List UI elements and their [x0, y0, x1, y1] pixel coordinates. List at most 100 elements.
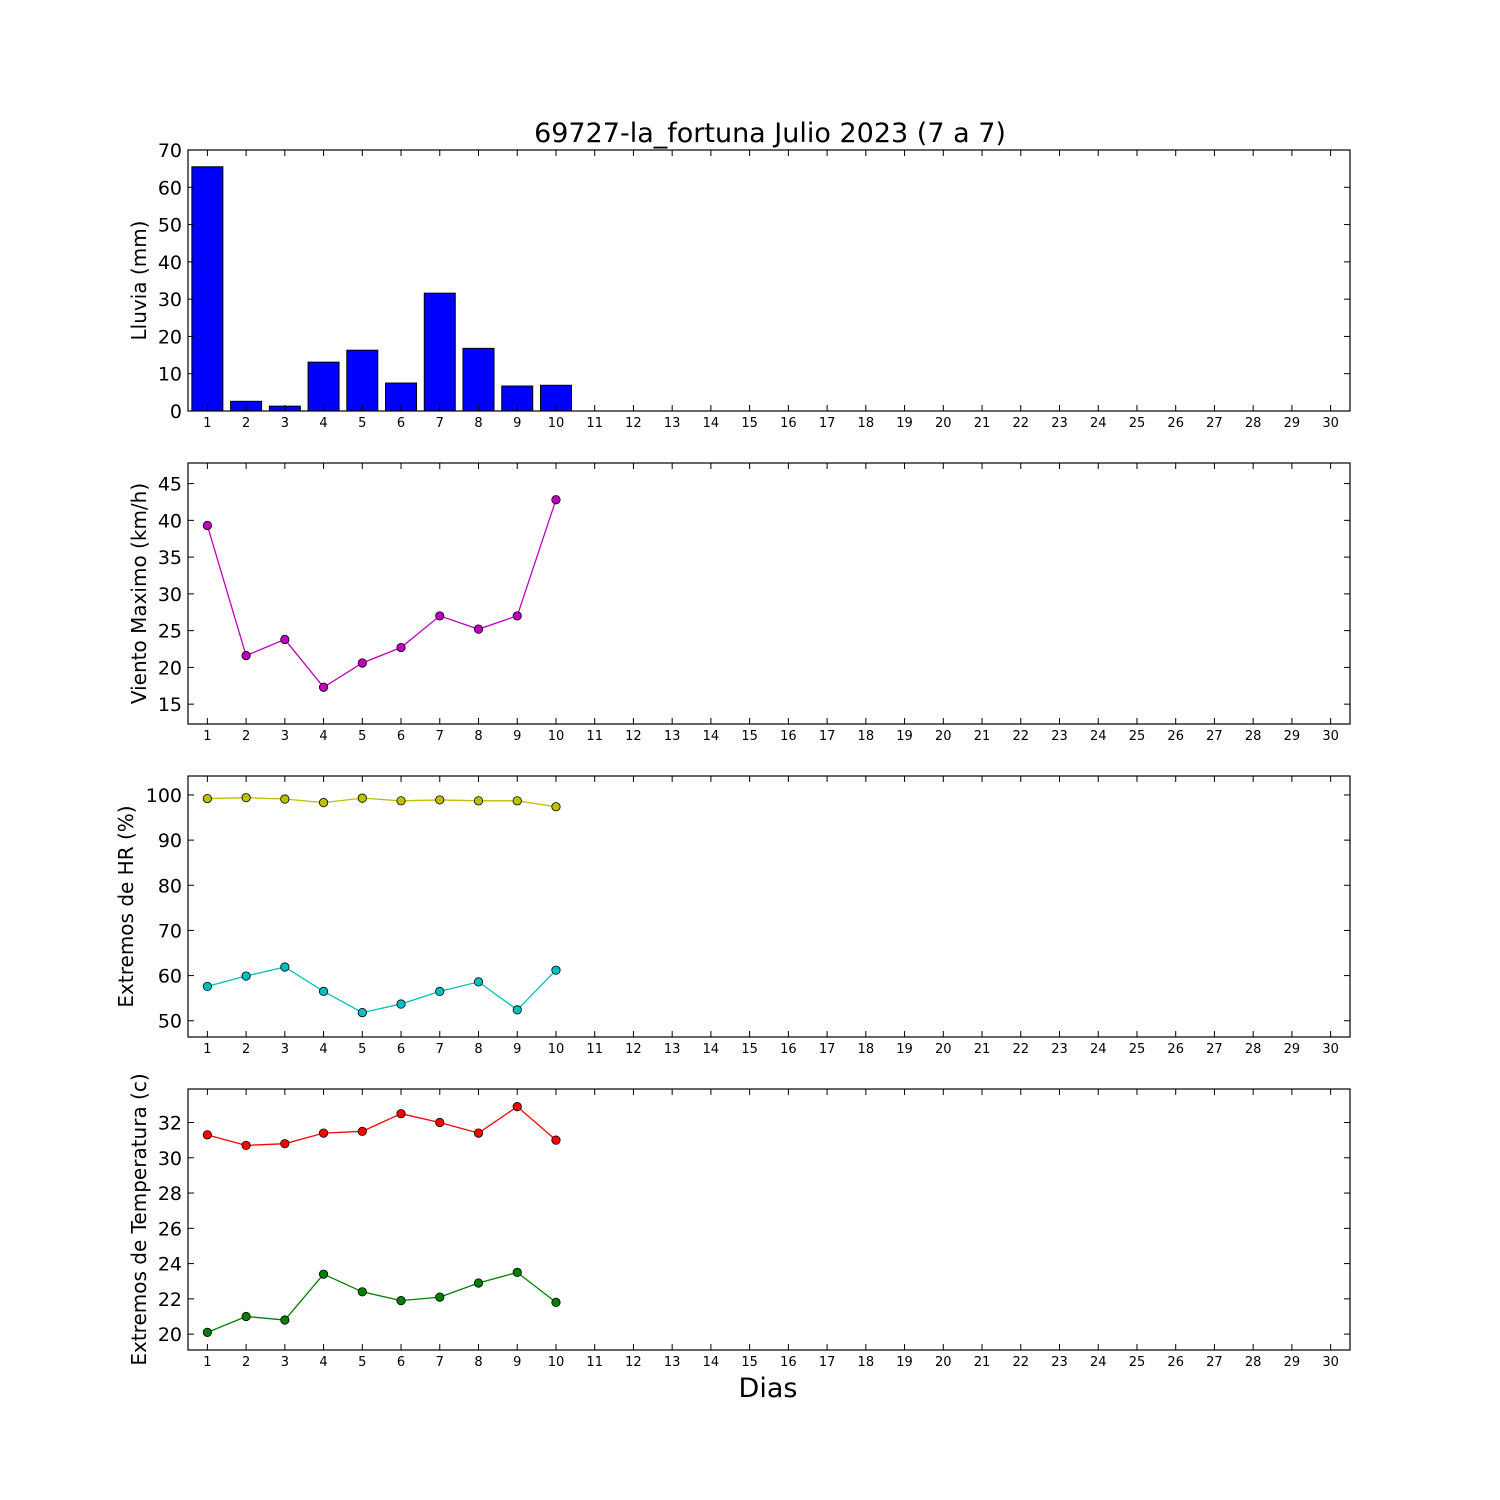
panel-temperature-series-0-point-6 [396, 1109, 406, 1119]
x-tick-label: 16 [780, 1355, 797, 1370]
x-tick-label: 16 [780, 416, 797, 431]
x-tick-label: 21 [974, 729, 991, 744]
panel-wind: Viento Maximo (km/h) 1 2 3 4 5 6 7 8 9 10 11 12 13 14… [127, 462, 1351, 744]
x-tick-label: 11 [586, 1355, 603, 1370]
panel-rain-ylabel: Lluvia (mm) [127, 221, 151, 341]
panel-temperature-series-0-point-2 [241, 1140, 251, 1151]
panel-temperature-series-0-point-10 [551, 1135, 561, 1145]
x-tick-label: 2 [242, 729, 250, 744]
x-tick-label: 28 [1245, 729, 1262, 744]
x-tick-label: 15 [741, 1355, 758, 1370]
y-tick-label: 15 [158, 694, 182, 716]
y-tick-label: 50 [158, 1011, 182, 1033]
x-tick-label: 29 [1284, 416, 1301, 431]
y-tick-label: 24 [158, 1254, 182, 1276]
x-tick-label: 10 [548, 416, 565, 431]
x-tick-label: 10 [548, 729, 565, 744]
panel-wind-series-0-point-4 [318, 682, 329, 692]
x-tick-label: 24 [1090, 416, 1107, 431]
x-tick-label: 29 [1284, 1355, 1301, 1370]
x-tick-label: 27 [1206, 1355, 1223, 1370]
panel-humidity: Extremos de HR (%) 1 2 3 4 5 6 7 8 9 10 11 12 13 14 15… [114, 775, 1351, 1057]
panel-humidity-series-1-point-3 [280, 962, 290, 972]
x-tick-label: 19 [896, 416, 913, 431]
x-tick-label: 18 [858, 729, 875, 744]
x-tick-label: 27 [1206, 729, 1223, 744]
panel-wind-series-0-point-5 [357, 658, 367, 668]
panel-humidity-axes: 1 2 3 4 5 6 7 8 9 10 11 12 13 14 15 16 17 18 19 20 21 22 23 24 2… [146, 776, 1350, 1057]
y-tick-label: 0 [170, 401, 182, 423]
panel-wind-series-0-point-9 [512, 611, 522, 621]
x-tick-label: 22 [1012, 729, 1029, 744]
x-tick-label: 1 [203, 729, 211, 744]
x-tick-label: 4 [319, 729, 327, 744]
panel-wind-series-0-point-3 [280, 634, 290, 645]
y-tick-label: 20 [158, 326, 182, 348]
x-tick-label: 26 [1167, 1355, 1184, 1370]
panel-humidity-series-0-point-3 [280, 794, 290, 804]
panel-temperature-marks [202, 1102, 561, 1337]
panel-wind-frame [187, 462, 1351, 725]
x-tick-label: 17 [819, 729, 836, 744]
bar-day-8 [462, 347, 495, 412]
x-tick-label: 18 [858, 416, 875, 431]
x-tick-label: 20 [935, 1042, 952, 1057]
x-tick-label: 6 [397, 1042, 405, 1057]
x-tick-label: 9 [513, 1355, 521, 1370]
panel-temperature-series-1-point-5 [357, 1287, 367, 1297]
panel-temperature-ylabel: Extremos de Temperatura (c) [127, 1073, 151, 1365]
panel-temperature-series-0-point-1 [202, 1130, 212, 1140]
y-tick-label: 70 [158, 140, 182, 162]
panel-humidity-ylabel: Extremos de HR (%) [114, 805, 138, 1007]
panel-temperature-series-0-point-4 [318, 1128, 329, 1138]
x-tick-label: 3 [281, 729, 289, 744]
x-tick-label: 26 [1167, 729, 1184, 744]
y-tick-label: 30 [158, 1148, 182, 1170]
x-tick-label: 30 [1322, 416, 1339, 431]
x-tick-label: 13 [664, 729, 681, 744]
x-tick-label: 15 [741, 729, 758, 744]
y-tick-label: 100 [146, 785, 182, 807]
x-tick-label: 5 [358, 1355, 366, 1370]
y-tick-label: 35 [158, 547, 182, 569]
x-tick-label: 8 [474, 1042, 482, 1057]
x-tick-label: 5 [358, 1042, 366, 1057]
panel-humidity-series-1-point-1 [202, 981, 212, 992]
x-tick-label: 17 [819, 1042, 836, 1057]
x-tick-label: 30 [1322, 1355, 1339, 1370]
y-tick-label: 10 [158, 364, 182, 386]
x-tick-label: 21 [974, 1042, 991, 1057]
x-tick-label: 19 [896, 729, 913, 744]
y-tick-label: 60 [158, 966, 182, 988]
x-tick-label: 26 [1167, 416, 1184, 431]
panel-humidity-series-1-point-9 [512, 1005, 522, 1015]
x-tick-label: 14 [703, 416, 720, 431]
x-tick-label: 27 [1206, 1042, 1223, 1057]
x-tick-label: 11 [586, 416, 603, 431]
x-tick-label: 20 [935, 1355, 952, 1370]
y-tick-label: 80 [158, 875, 182, 897]
x-tick-label: 11 [586, 1042, 603, 1057]
panel-temperature-series-1-point-10 [551, 1297, 561, 1307]
x-tick-label: 10 [548, 1042, 565, 1057]
panel-humidity-series-0-point-9 [512, 796, 522, 806]
x-tick-label: 14 [703, 729, 720, 744]
x-tick-label: 30 [1322, 1042, 1339, 1057]
panel-temperature-series-0-point-9 [512, 1102, 522, 1112]
panel-rain-frame [187, 149, 1351, 412]
panel-humidity-series-0-point-4 [318, 798, 329, 808]
x-tick-label: 24 [1090, 1042, 1107, 1057]
x-tick-label: 24 [1090, 729, 1107, 744]
x-tick-label: 21 [974, 416, 991, 431]
y-tick-label: 50 [158, 215, 182, 237]
x-tick-label: 22 [1012, 1355, 1029, 1370]
x-tick-label: 22 [1012, 416, 1029, 431]
panel-rain: Lluvia (mm) 1 2 3 4 5 6 7 8 9 10 11 12 13 14 15 16 17 18 1… [127, 140, 1351, 431]
x-tick-label: 26 [1167, 1042, 1184, 1057]
panel-temperature-frame [187, 1088, 1351, 1351]
x-tick-label: 1 [203, 1042, 211, 1057]
panel-temperature-series-1-point-1 [202, 1327, 212, 1337]
panel-temperature-series-1-line [207, 1271, 557, 1333]
panel-humidity-series-0-point-6 [396, 796, 406, 806]
